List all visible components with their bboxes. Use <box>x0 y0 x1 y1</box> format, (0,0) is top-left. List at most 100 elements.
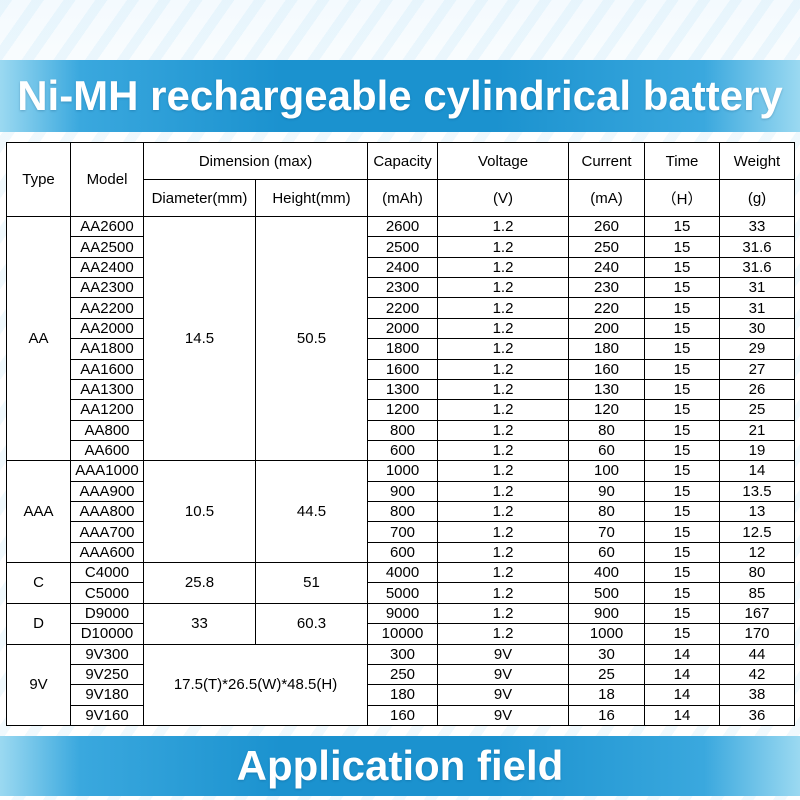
current-cell: 240 <box>568 256 646 279</box>
height-cell: 44.5 <box>254 460 369 564</box>
weight-cell: 13.5 <box>719 480 796 503</box>
current-cell: 120 <box>568 399 646 421</box>
voltage-cell: 1.2 <box>437 623 570 645</box>
time-cell: 15 <box>644 358 721 380</box>
table-row: 9V160 160 9V 16 14 36 <box>7 704 796 727</box>
voltage-cell: 1.2 <box>437 378 570 401</box>
current-cell: 90 <box>568 480 646 503</box>
time-cell: 15 <box>644 317 721 340</box>
weight-cell: 31.6 <box>719 256 796 279</box>
model-cell: AAA600 <box>70 541 144 564</box>
header-time: Time <box>644 142 721 180</box>
header-row-2: Diameter(mm) Height(mm) (mAh) (V) (mA) （… <box>7 179 796 217</box>
weight-cell: 12 <box>719 541 796 564</box>
time-cell: 15 <box>644 215 721 238</box>
model-cell: 9V250 <box>70 663 144 686</box>
weight-cell: 38 <box>719 684 796 706</box>
voltage-cell: 1.2 <box>437 582 570 604</box>
capacity-cell: 2000 <box>367 317 439 340</box>
battery-table-body: AA AA2600 14.5 50.5 2600 1.2 260 15 33 AA2500 2500… <box>6 215 796 727</box>
time-cell: 15 <box>644 297 721 319</box>
capacity-cell: 4000 <box>367 562 439 584</box>
current-cell: 130 <box>568 378 646 401</box>
type-cell: C <box>6 562 71 604</box>
type-cell: 9V <box>6 643 71 727</box>
voltage-cell: 1.2 <box>437 562 570 584</box>
weight-cell: 170 <box>719 623 796 645</box>
capacity-cell: 5000 <box>367 582 439 604</box>
time-cell: 15 <box>644 399 721 421</box>
table-row: D10000 10000 1.2 1000 15 170 <box>7 623 796 645</box>
weight-cell: 80 <box>719 562 796 584</box>
table-row: AA2200 2200 1.2 220 15 31 <box>7 297 796 319</box>
time-cell: 15 <box>644 256 721 279</box>
capacity-cell: 250 <box>367 663 439 686</box>
weight-cell: 19 <box>719 439 796 462</box>
current-cell: 80 <box>568 501 646 523</box>
model-cell: AA800 <box>70 419 144 441</box>
model-cell: AA2000 <box>70 317 144 340</box>
capacity-cell: 2400 <box>367 256 439 279</box>
weight-cell: 31 <box>719 277 796 299</box>
current-cell: 900 <box>568 602 646 625</box>
weight-cell: 12.5 <box>719 521 796 543</box>
model-cell: AA2500 <box>70 236 144 258</box>
voltage-cell: 1.2 <box>437 215 570 238</box>
voltage-cell: 1.2 <box>437 317 570 340</box>
weight-cell: 31.6 <box>719 236 796 258</box>
current-cell: 200 <box>568 317 646 340</box>
height-cell: 60.3 <box>254 602 369 645</box>
model-cell: AA600 <box>70 439 144 462</box>
current-cell: 60 <box>568 541 646 564</box>
voltage-cell: 1.2 <box>437 501 570 523</box>
current-cell: 25 <box>568 663 646 686</box>
header-weight-unit: (g) <box>719 179 796 217</box>
header-diameter: Diameter(mm) <box>143 179 256 217</box>
time-cell: 15 <box>644 419 721 441</box>
model-cell: D10000 <box>70 623 144 645</box>
voltage-cell: 1.2 <box>437 399 570 421</box>
table-header: Type Model Dimension (max) Capacity Volt… <box>6 142 796 217</box>
capacity-cell: 800 <box>367 501 439 523</box>
voltage-cell: 9V <box>437 663 570 686</box>
table-row: 9V180 180 9V 18 14 38 <box>7 684 796 706</box>
header-capacity: Capacity <box>367 142 439 180</box>
capacity-cell: 600 <box>367 439 439 462</box>
weight-cell: 30 <box>719 317 796 340</box>
model-cell: AA1600 <box>70 358 144 380</box>
table-row: 9V250 250 9V 25 14 42 <box>7 663 796 686</box>
current-cell: 400 <box>568 562 646 584</box>
header-dimension: Dimension (max) <box>142 142 369 180</box>
capacity-cell: 1800 <box>367 338 439 360</box>
header-current: Current <box>568 142 646 180</box>
weight-cell: 42 <box>719 663 796 686</box>
model-cell: 9V300 <box>70 643 144 665</box>
time-cell: 15 <box>644 602 721 625</box>
model-cell: AA1800 <box>70 338 144 360</box>
table-row: AA1800 1800 1.2 180 15 29 <box>7 338 796 360</box>
time-cell: 15 <box>644 378 721 401</box>
current-cell: 500 <box>568 582 646 604</box>
table-row: AA1600 1600 1.2 160 15 27 <box>7 358 796 380</box>
current-cell: 160 <box>568 358 646 380</box>
table-row: C5000 5000 1.2 500 15 85 <box>7 582 796 604</box>
header-weight: Weight <box>719 142 796 180</box>
type-cell: AA <box>6 215 71 462</box>
table-row: AA2400 2400 1.2 240 15 31.6 <box>7 256 796 279</box>
capacity-cell: 2500 <box>367 236 439 258</box>
header-height: Height(mm) <box>254 179 369 217</box>
voltage-cell: 1.2 <box>437 256 570 279</box>
header-model: Model <box>70 142 144 217</box>
current-cell: 100 <box>568 460 646 482</box>
model-cell: AA2300 <box>70 277 144 299</box>
table-row: AA AA2600 14.5 50.5 2600 1.2 260 15 33 <box>6 215 796 462</box>
voltage-cell: 1.2 <box>437 460 570 482</box>
header-time-unit: （H） <box>644 179 721 217</box>
diameter-cell: 10.5 <box>143 460 256 564</box>
table-row: AA600 600 1.2 60 15 19 <box>7 439 796 462</box>
height-cell: 51 <box>254 562 369 604</box>
model-cell: C4000 <box>70 562 144 584</box>
time-cell: 15 <box>644 460 721 482</box>
weight-cell: 29 <box>719 338 796 360</box>
capacity-cell: 2600 <box>367 215 439 238</box>
